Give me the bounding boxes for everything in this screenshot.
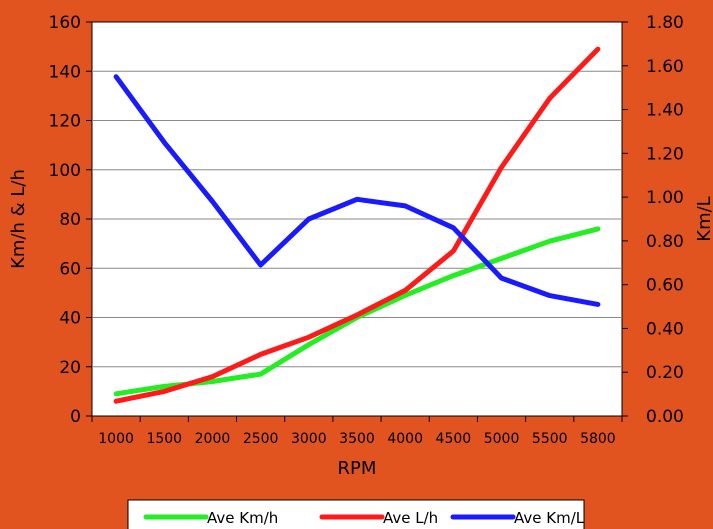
series-line-ave-l-h [113, 46, 601, 404]
right-tick-label: 1.00 [646, 188, 684, 208]
x-tick-label: 5500 [532, 431, 568, 447]
x-axis-ticks: 1000 1500 2000 2500 3000 3500 4000 4500 5000 5500… [91, 416, 623, 447]
left-tick-label: 160 [49, 13, 81, 33]
right-axis-ticks: 0.00 0.20 0.40 0.60 0.80 1.00 1.20 1.40 1.60 1.80 [622, 13, 684, 427]
right-tick-label: 1.60 [646, 57, 684, 77]
right-tick-label: 0.00 [646, 407, 684, 427]
right-tick-label: 0.20 [646, 363, 684, 383]
x-tick-label: 1500 [146, 431, 182, 447]
left-tick-label: 0 [70, 407, 81, 427]
x-axis-title: RPM [338, 458, 377, 479]
left-axis-title: Km/h & L/h [8, 169, 29, 269]
legend: Ave Km/h Ave L/h Ave Km/L [127, 499, 585, 529]
left-tick-label: 60 [59, 259, 81, 279]
left-tick-label: 140 [49, 62, 81, 82]
legend-label: Ave Km/h [207, 509, 278, 527]
x-tick-label: 3000 [291, 431, 327, 447]
legend-label: Ave Km/L [514, 509, 585, 527]
x-tick-label: 5000 [484, 431, 520, 447]
right-tick-label: 1.80 [646, 13, 684, 33]
left-tick-label: 120 [49, 112, 81, 132]
x-tick-label: 5800 [580, 431, 616, 447]
series-lines [113, 46, 601, 404]
left-tick-label: 20 [59, 358, 81, 378]
x-tick-label: 1000 [98, 431, 134, 447]
right-axis-title: Km/L [694, 196, 713, 241]
right-tick-label: 1.40 [646, 101, 684, 121]
x-tick-label: 2500 [243, 431, 279, 447]
left-tick-label: 100 [49, 161, 81, 181]
x-tick-label: 4000 [387, 431, 423, 447]
x-tick-label: 3500 [339, 431, 375, 447]
series-line-ave-km-l [113, 74, 601, 307]
left-axis-ticks: 0 20 40 60 80 100 120 140 160 [49, 13, 92, 427]
right-tick-label: 0.80 [646, 232, 684, 252]
x-tick-label: 2000 [195, 431, 231, 447]
legend-label: Ave L/h [383, 509, 438, 527]
left-tick-label: 80 [59, 210, 81, 230]
left-tick-label: 40 [59, 309, 81, 329]
x-tick-label: 4500 [436, 431, 472, 447]
right-tick-label: 0.40 [646, 319, 684, 339]
right-tick-label: 1.20 [646, 144, 684, 164]
right-tick-label: 0.60 [646, 276, 684, 296]
